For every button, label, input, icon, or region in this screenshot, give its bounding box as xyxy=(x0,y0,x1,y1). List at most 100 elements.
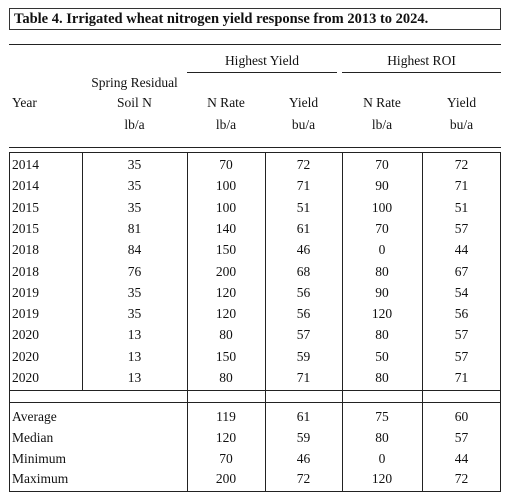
col-header-roi-yield: Yield xyxy=(446,95,477,110)
table-row-year: 2015 xyxy=(12,220,39,236)
summary-row-hy-yield: 61 xyxy=(296,409,311,424)
summary-top-rule xyxy=(9,402,501,403)
table-row-hy-yield: 56 xyxy=(296,306,311,322)
table-row-year: 2014 xyxy=(12,178,39,194)
table-row-hy-nrate: 200 xyxy=(215,263,237,279)
summary-row-roi-yield: 60 xyxy=(454,409,469,424)
summary-row-hy-yield: 59 xyxy=(296,429,311,445)
table-row-roi-yield: 51 xyxy=(454,199,469,215)
table-row-hy-yield: 72 xyxy=(296,157,311,172)
group-header-highest-roi: Highest ROI xyxy=(387,53,456,68)
header-top-rule xyxy=(9,44,501,45)
table-row-hy-nrate: 80 xyxy=(219,370,233,385)
unit-roi-nrate: lb/a xyxy=(371,117,393,132)
table-row-roi-yield: 56 xyxy=(454,306,469,322)
table-row-hy-nrate: 80 xyxy=(219,327,233,343)
table-row-year: 2018 xyxy=(12,242,39,258)
unit-hy-yield: bu/a xyxy=(291,117,316,132)
table-row-residual-soil-n: 35 xyxy=(127,157,142,172)
col-header-residual-line2: Soil N xyxy=(117,95,152,110)
table-row-hy-yield: 57 xyxy=(296,327,311,343)
table-row-roi-yield: 57 xyxy=(454,220,469,236)
data-bottom-rule xyxy=(9,390,501,391)
table-row-roi-nrate: 80 xyxy=(375,370,389,385)
table-row-residual-soil-n: 13 xyxy=(127,370,142,385)
col-header-hy-yield: Yield xyxy=(288,95,319,110)
table-row-hy-yield: 71 xyxy=(296,178,311,194)
table-title: Table 4. Irrigated wheat nitrogen yield … xyxy=(9,8,501,30)
col-divider-1 xyxy=(82,152,83,391)
table-row-roi-yield: 72 xyxy=(454,157,469,172)
data-top-rule xyxy=(9,152,501,153)
table-row-hy-yield: 51 xyxy=(296,199,311,215)
table-row-residual-soil-n: 13 xyxy=(127,348,142,364)
table-row-year: 2019 xyxy=(12,306,39,322)
table-row-residual-soil-n: 35 xyxy=(127,306,142,322)
col-header-residual-line1: Spring Residual xyxy=(91,75,178,90)
col-header-hy-nrate: N Rate xyxy=(207,95,245,110)
table-row-hy-yield: 71 xyxy=(296,370,311,385)
table-row-residual-soil-n: 35 xyxy=(127,199,142,215)
table-row-roi-yield: 71 xyxy=(454,370,469,385)
table-row-residual-soil-n: 13 xyxy=(127,327,142,343)
table-row-roi-yield: 44 xyxy=(454,242,469,258)
summary-row-hy-yield: 46 xyxy=(296,450,311,466)
table-row-roi-yield: 57 xyxy=(454,348,469,364)
table-row-year: 2019 xyxy=(12,284,39,300)
table-row-hy-nrate: 140 xyxy=(215,220,237,236)
table-row-hy-nrate: 100 xyxy=(215,199,237,215)
summary-row-hy-yield: 72 xyxy=(296,471,311,487)
left-border xyxy=(9,152,10,492)
summary-row-roi-nrate: 75 xyxy=(375,409,389,424)
table-row-roi-nrate: 100 xyxy=(371,199,393,215)
table-row-hy-yield: 61 xyxy=(296,220,311,236)
table-row-hy-nrate: 70 xyxy=(219,157,233,172)
table-row-hy-nrate: 100 xyxy=(215,178,237,194)
col-header-year: Year xyxy=(12,95,37,110)
units-bottom-rule xyxy=(9,147,501,148)
table-row-hy-yield: 59 xyxy=(296,348,311,364)
table-row-roi-nrate: 90 xyxy=(375,284,389,300)
table-row-hy-nrate: 120 xyxy=(215,306,237,322)
table-row-year: 2015 xyxy=(12,199,39,215)
unit-residual: lb/a xyxy=(124,117,145,132)
table-row-year: 2020 xyxy=(12,348,39,364)
table-row-roi-yield: 67 xyxy=(454,263,469,279)
col-divider-4 xyxy=(342,152,343,492)
group-rule-highest-roi xyxy=(342,72,501,73)
summary-row-roi-nrate: 80 xyxy=(375,429,389,445)
summary-row-hy-nrate: 120 xyxy=(215,429,237,445)
summary-row-year: Maximum xyxy=(12,471,69,487)
table-row-roi-nrate: 70 xyxy=(375,220,389,236)
table-row-roi-nrate: 80 xyxy=(375,263,389,279)
summary-row-year: Minimum xyxy=(12,450,67,466)
col-divider-5 xyxy=(422,152,423,492)
group-rule-highest-yield xyxy=(187,72,337,73)
table-row-hy-nrate: 150 xyxy=(215,242,237,258)
summary-row-roi-nrate: 0 xyxy=(378,450,386,466)
table-row-hy-yield: 56 xyxy=(296,284,311,300)
unit-roi-yield: bu/a xyxy=(449,117,474,132)
summary-row-hy-nrate: 70 xyxy=(219,450,233,466)
table-row-roi-yield: 71 xyxy=(454,178,469,194)
table-row-hy-yield: 46 xyxy=(296,242,311,258)
table-row-residual-soil-n: 35 xyxy=(127,178,142,194)
col-divider-2 xyxy=(187,152,188,492)
table-row-hy-yield: 68 xyxy=(296,263,311,279)
table-row-residual-soil-n: 84 xyxy=(127,242,142,258)
summary-row-hy-nrate: 200 xyxy=(215,471,237,487)
table-row-roi-nrate: 80 xyxy=(375,327,389,343)
col-divider-3 xyxy=(265,152,266,492)
table-bottom-rule xyxy=(9,491,501,492)
summary-row-roi-yield: 57 xyxy=(454,429,469,445)
table-row-residual-soil-n: 81 xyxy=(127,220,142,236)
table-row-roi-nrate: 70 xyxy=(375,157,389,172)
right-border xyxy=(500,152,501,492)
table-row-roi-nrate: 120 xyxy=(371,306,393,322)
table-row-roi-yield: 54 xyxy=(454,284,469,300)
table-row-year: 2020 xyxy=(12,370,39,385)
table-row-roi-nrate: 0 xyxy=(378,242,386,258)
summary-row-year: Median xyxy=(12,429,54,445)
summary-row-roi-yield: 44 xyxy=(454,450,469,466)
table-row-roi-yield: 57 xyxy=(454,327,469,343)
